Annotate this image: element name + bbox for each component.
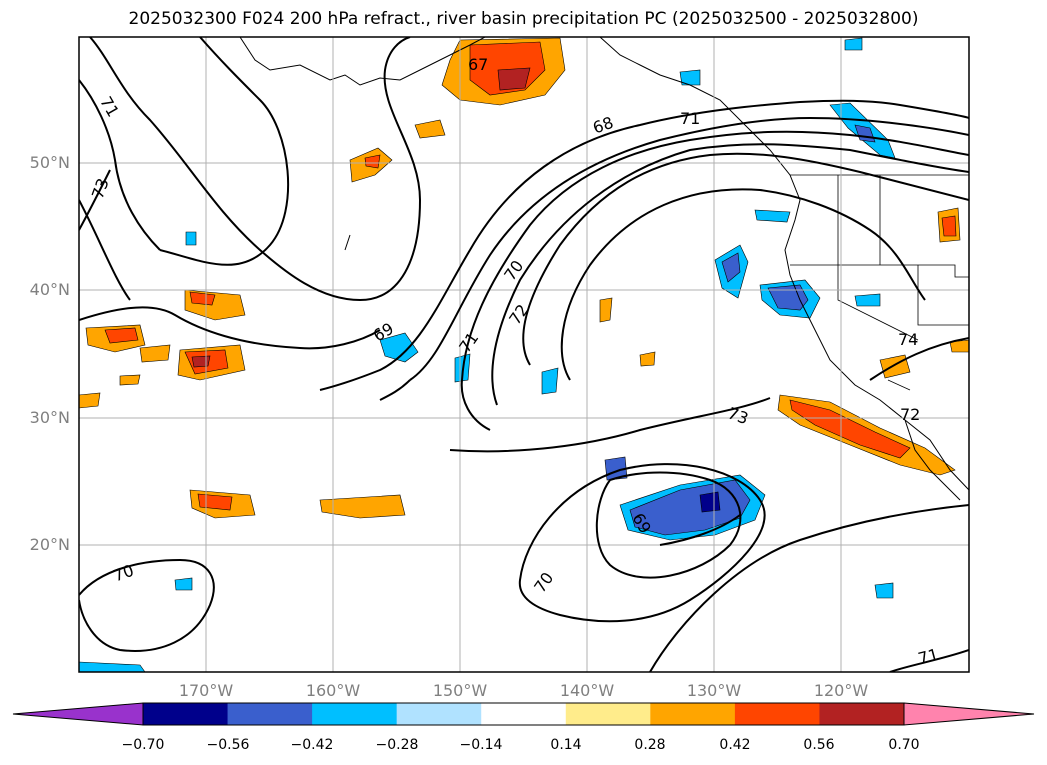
- colorbar-swatch: [819, 703, 905, 725]
- lon-label: 140°W: [559, 681, 615, 700]
- contour-label: 70: [530, 569, 557, 597]
- positive-anomaly-region: [79, 392, 101, 409]
- lat-label: 40°N: [29, 280, 70, 299]
- contour-label: 74: [898, 330, 918, 349]
- colorbar-swatch: [481, 703, 567, 725]
- colorbar-swatch: [312, 703, 398, 725]
- contour-label: 71: [680, 109, 700, 128]
- negative-anomaly-region: [844, 37, 863, 51]
- positive-anomaly-region: [139, 344, 171, 363]
- contour-label: 72: [900, 405, 920, 424]
- colorbar-tick-label: 0.28: [634, 737, 666, 753]
- negative-anomaly-region: [699, 491, 721, 513]
- colorbar-swatch: [565, 703, 651, 725]
- negative-anomaly-region: [679, 69, 701, 86]
- colorbar-swatch: [734, 703, 820, 725]
- colorbar-swatch: [650, 703, 736, 725]
- positive-anomaly-region: [119, 374, 141, 386]
- lon-label: 150°W: [432, 681, 488, 700]
- contour-label: 67: [468, 55, 488, 74]
- contour-label: 73: [88, 176, 113, 202]
- negative-anomaly-region: [541, 367, 559, 395]
- state-borders: [790, 174, 969, 391]
- map-frame: [78, 36, 970, 673]
- positive-anomaly-region: [197, 493, 233, 511]
- positive-anomaly-region: [189, 291, 216, 306]
- negative-anomaly-region: [174, 577, 193, 591]
- positive-anomaly-region: [599, 297, 613, 323]
- colorbar-tick-label: 0.14: [550, 737, 582, 753]
- positive-anomaly-region: [949, 339, 969, 353]
- colorbar-tick-label: 0.42: [719, 737, 751, 753]
- colorbar-tick-label: −0.56: [206, 737, 250, 753]
- colorbar-tick-label: −0.28: [375, 737, 419, 753]
- map-title: 2025032300 F024 200 hPa refract., river …: [128, 9, 919, 29]
- contour-label: 73: [725, 403, 751, 428]
- colorbar-tick-label: −0.42: [290, 737, 334, 753]
- colorbar-swatch: [143, 703, 229, 725]
- colorbar-tick-label: 0.70: [888, 737, 920, 753]
- positive-anomaly-region: [497, 67, 531, 91]
- negative-anomaly-region: [79, 661, 146, 672]
- contour-label: 71: [916, 645, 941, 669]
- colorbar-tick-label: −0.14: [459, 737, 503, 753]
- lon-label: 170°W: [178, 681, 234, 700]
- lon-label: 160°W: [305, 681, 361, 700]
- contour-label: 71: [455, 329, 482, 357]
- colorbar-tick-label: −0.70: [121, 737, 165, 753]
- graticule: [79, 37, 969, 672]
- colorbar: [12, 702, 1035, 726]
- colorbar-swatch: [396, 703, 482, 725]
- positive-anomaly-region: [639, 351, 656, 367]
- positive-anomaly-region: [104, 327, 139, 344]
- precipitation-anomaly-fills: [79, 37, 969, 672]
- refractivity-contours: [79, 37, 969, 672]
- colorbar-outline: [142, 702, 905, 726]
- negative-anomaly-region: [721, 252, 741, 283]
- lat-label: 30°N: [29, 408, 70, 427]
- lon-label: 130°W: [686, 681, 742, 700]
- colorbar-extension-high: [903, 702, 1035, 726]
- negative-anomaly-region: [754, 209, 791, 223]
- lon-label: 120°W: [813, 681, 869, 700]
- positive-anomaly-region: [941, 215, 957, 237]
- lat-label: 50°N: [29, 153, 70, 172]
- coastlines: [239, 37, 969, 501]
- contour-label: 70: [500, 257, 527, 285]
- positive-anomaly-region: [191, 355, 211, 368]
- negative-anomaly-region: [854, 293, 881, 307]
- positive-anomaly-region: [319, 494, 406, 519]
- colorbar-tick-label: 0.56: [803, 737, 835, 753]
- colorbar-extension-low: [12, 702, 144, 726]
- contour-label: 68: [590, 113, 616, 138]
- negative-anomaly-region: [185, 231, 197, 246]
- colorbar-swatch: [227, 703, 313, 725]
- negative-anomaly-region: [379, 332, 419, 363]
- lat-label: 20°N: [29, 535, 70, 554]
- positive-anomaly-region: [414, 119, 446, 139]
- positive-anomaly-region: [789, 399, 911, 459]
- negative-anomaly-region: [874, 582, 894, 599]
